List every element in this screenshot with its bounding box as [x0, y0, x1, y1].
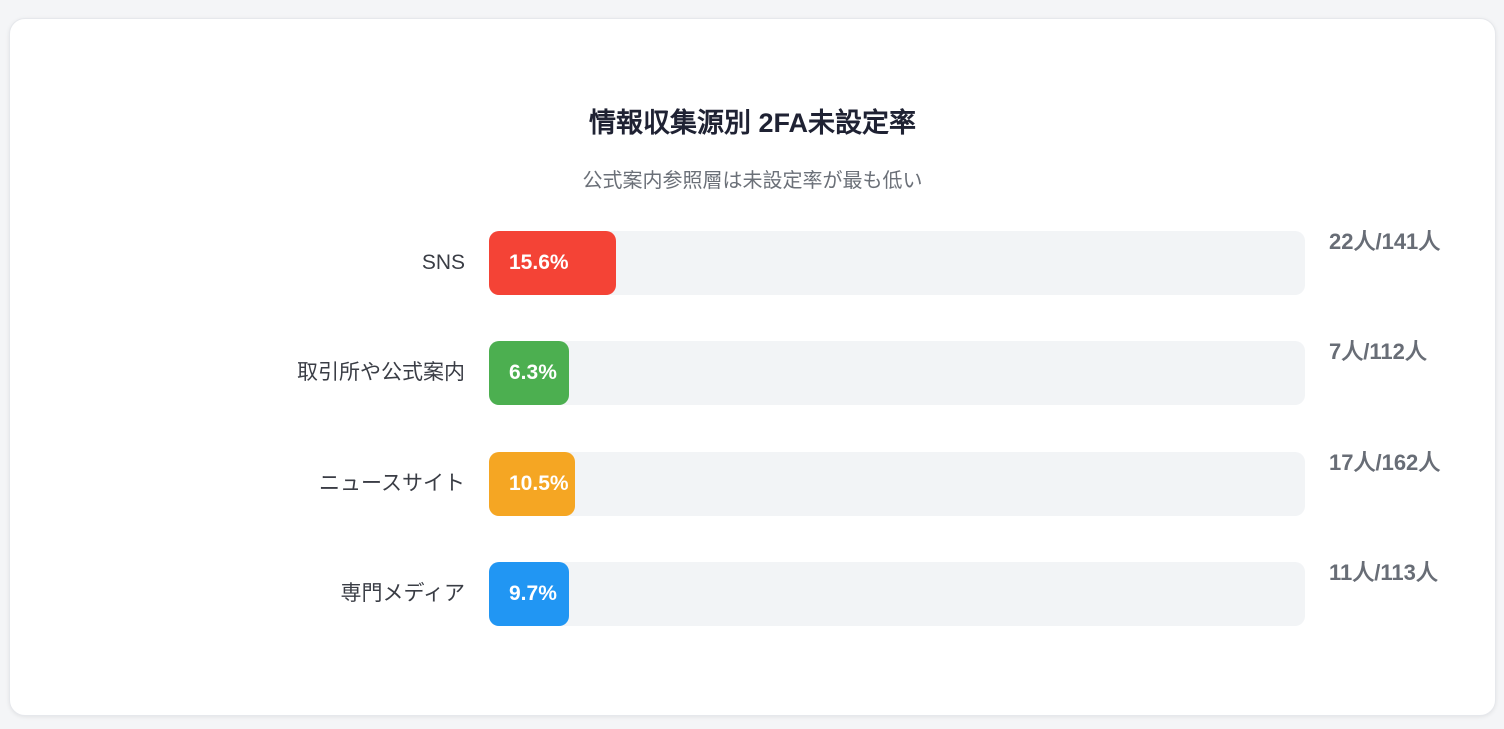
- bar-track: 10.5%: [489, 451, 1305, 516]
- bar-track: 9.7%: [489, 561, 1305, 626]
- bar: 9.7%: [489, 561, 569, 626]
- bar: 15.6%: [489, 231, 617, 295]
- bar-row: ニュースサイト 10.5% 17人/162人: [0, 450, 1504, 516]
- bar: 6.3%: [489, 341, 569, 406]
- count-label: 7人/112人: [1329, 339, 1427, 365]
- count-label: 22人/141人: [1329, 229, 1441, 254]
- count-label: 17人/162人: [1329, 449, 1441, 475]
- value-label: 15.6%: [509, 251, 569, 274]
- bar-track: 15.6%: [489, 231, 1305, 295]
- value-label: 10.5%: [509, 471, 569, 495]
- bar-row: SNS 15.6% 22人/141人: [0, 229, 1504, 295]
- count-label: 11人/113人: [1329, 559, 1438, 585]
- chart-subtitle: 公式案内参照層は未設定率が最も低い: [582, 170, 923, 192]
- category-label: SNS: [421, 251, 465, 274]
- category-label: ニュースサイト: [319, 471, 465, 495]
- bar-row: 取引所や公式案内 6.3% 7人/112人: [0, 339, 1504, 406]
- bar-row: 専門メディア 9.7% 11人/113人: [0, 560, 1504, 626]
- bar: 10.5%: [489, 451, 575, 516]
- bar-track: 6.3%: [489, 341, 1305, 406]
- category-label: 専門メディア: [340, 581, 465, 605]
- value-label: 9.7%: [509, 581, 557, 605]
- value-label: 6.3%: [509, 361, 557, 385]
- chart-title: 情報収集源別 2FA未設定率: [588, 108, 917, 138]
- category-label: 取引所や公式案内: [297, 361, 465, 385]
